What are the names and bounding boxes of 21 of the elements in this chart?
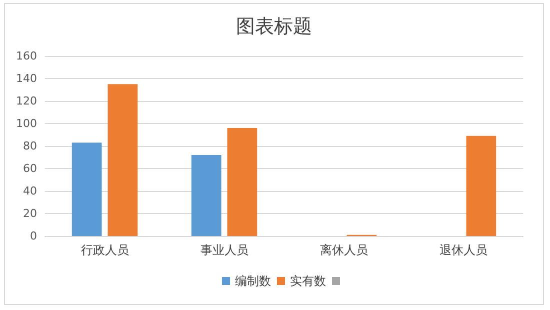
x-tick-label: 离休人员 (320, 243, 368, 257)
bar (72, 142, 102, 236)
y-tick-label: 140 (16, 72, 37, 85)
chart-title: 图表标题 (236, 16, 312, 38)
y-tick-label: 120 (16, 94, 37, 108)
y-tick-label: 40 (23, 184, 37, 198)
legend-label: 实有数 (290, 274, 326, 288)
y-tick-label: 100 (16, 117, 37, 130)
legend-label: 编制数 (235, 274, 271, 288)
x-tick-label: 事业人员 (200, 243, 248, 257)
bar (108, 84, 138, 236)
x-tick-label: 退休人员 (439, 243, 488, 257)
bar (191, 155, 222, 236)
bar (466, 136, 496, 236)
y-tick-label: 80 (23, 140, 37, 152)
y-tick-label: 0 (30, 230, 37, 242)
bar (227, 128, 258, 236)
y-tick-label: 160 (16, 50, 37, 62)
y-tick-label: 60 (23, 162, 37, 175)
x-tick-label: 行政人员 (80, 243, 129, 257)
y-tick-label: 20 (23, 207, 37, 220)
